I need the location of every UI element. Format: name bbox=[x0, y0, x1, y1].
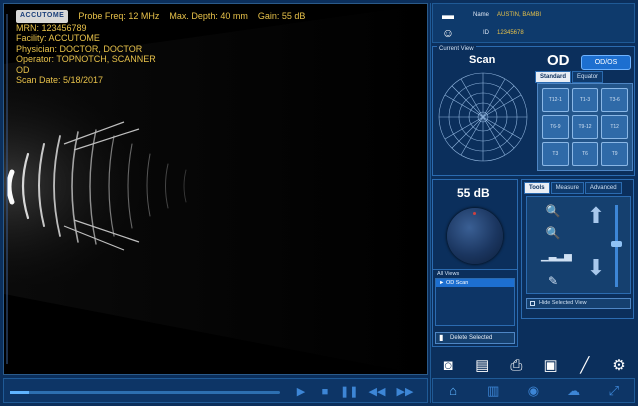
tab-tools[interactable]: Tools bbox=[524, 182, 550, 194]
folder-icon[interactable]: ▬ bbox=[442, 8, 454, 22]
eye-indicator: OD bbox=[547, 52, 570, 69]
save-icon[interactable]: ▣ bbox=[543, 357, 558, 374]
checkbox-icon bbox=[530, 301, 535, 306]
probe-frequency: Probe Freq: 12 MHz bbox=[78, 11, 160, 21]
hide-selected-view-label: Hide Selected View bbox=[539, 300, 587, 306]
tab-standard[interactable]: Standard bbox=[535, 71, 572, 83]
arrow-up-icon[interactable]: ⬆ bbox=[586, 203, 606, 228]
arrow-down-icon[interactable]: ⬇ bbox=[586, 255, 606, 280]
pause-icon[interactable]: ❚❚ bbox=[340, 386, 359, 398]
playback-progress bbox=[10, 391, 29, 394]
playback-slider[interactable] bbox=[10, 391, 280, 394]
stop-icon[interactable]: ■ bbox=[321, 386, 329, 398]
gain-knob-indicator bbox=[473, 212, 476, 215]
tool-grid: 🔍 🔍 ▁▃▂▅ ✎ ⬆ ⬇ bbox=[526, 196, 631, 294]
zoom-in-icon[interactable]: 🔍 bbox=[545, 204, 561, 218]
patient-id: 12345678 bbox=[497, 30, 524, 36]
max-depth: Max. Depth: 40 mm bbox=[169, 11, 248, 21]
panel-divider bbox=[430, 3, 431, 403]
navigation-bar: ⌂ ▥ ◉ ☁ ⤢ bbox=[432, 378, 635, 403]
list-item[interactable]: ► OD Scan bbox=[436, 279, 514, 287]
eye-position-diagram[interactable] bbox=[437, 67, 529, 167]
ultrasound-viewport[interactable]: ACCUTOME Probe Freq: 12 MHz Max. Depth: … bbox=[3, 3, 428, 375]
pen-icon[interactable]: ╱ bbox=[580, 357, 590, 374]
accutome-logo: ACCUTOME bbox=[16, 10, 69, 23]
gain-knob[interactable] bbox=[447, 208, 503, 264]
position-button-grid: T12-1 T1-3 T3-6 T6-9 T9-12 T12 T3 T6 T9 bbox=[537, 83, 633, 171]
scan-info-overlay: ACCUTOME Probe Freq: 12 MHz Max. Depth: … bbox=[16, 10, 305, 86]
cloud-icon[interactable]: ☁ bbox=[567, 382, 581, 398]
person-icon[interactable]: ☺ bbox=[441, 26, 455, 40]
gear-icon[interactable]: ⚙ bbox=[612, 357, 626, 374]
tab-equator[interactable]: Equator bbox=[572, 71, 604, 83]
delete-selected-button[interactable]: ▮ Delete Selected bbox=[435, 332, 515, 344]
facility-text: Facility: ACCUTOME bbox=[16, 33, 100, 43]
control-panel: ▬ Name AUSTIN, BAMBI ☺ ID 12345678 Curre… bbox=[432, 3, 635, 403]
chart-icon[interactable]: ▥ bbox=[487, 382, 500, 398]
delete-selected-label: Delete Selected bbox=[450, 335, 493, 341]
tools-tabs: Tools Measure Advanced bbox=[524, 182, 622, 194]
histogram-icon[interactable]: ▁▃▂▅ bbox=[541, 251, 572, 262]
tools-panel: Tools Measure Advanced 🔍 🔍 ▁▃▂▅ ✎ ⬆ ⬇ Hi… bbox=[521, 179, 634, 319]
gain-panel: 55 dB bbox=[432, 179, 518, 271]
position-button[interactable]: T3-6 bbox=[601, 88, 628, 112]
physician-text: Physician: DOCTOR, DOCTOR bbox=[16, 43, 143, 54]
views-list[interactable]: ► OD Scan bbox=[435, 278, 515, 326]
scan-label: Scan bbox=[469, 54, 496, 66]
camera-icon[interactable]: ◙ bbox=[443, 357, 453, 374]
printer-icon[interactable]: ⎙ bbox=[510, 357, 523, 374]
position-button[interactable]: T6-9 bbox=[542, 115, 569, 139]
position-button[interactable]: T6 bbox=[571, 142, 599, 166]
zoom-out-icon[interactable]: 🔍 bbox=[545, 226, 561, 240]
current-view-title: Current View bbox=[437, 46, 476, 52]
patient-name: AUSTIN, BAMBI bbox=[497, 12, 542, 18]
playback-bar: ▶ ■ ❚❚ ◀◀ ▶▶ bbox=[3, 378, 428, 403]
view-tabs: Standard Equator bbox=[535, 71, 604, 83]
settings-disc-icon[interactable]: ◉ bbox=[527, 382, 540, 398]
position-button[interactable]: T9-12 bbox=[571, 115, 599, 139]
play-icon[interactable]: ▶ bbox=[296, 386, 306, 398]
operator-text: Operator: TOPNOTCH, SCANNER bbox=[16, 54, 156, 64]
current-view-panel: Current View Scan bbox=[432, 46, 635, 176]
eye-text: OD bbox=[16, 64, 30, 75]
mrn-text: MRN: 123456789 bbox=[16, 22, 87, 33]
gain-readout: Gain: 55 dB bbox=[257, 11, 306, 21]
views-panel: All Views ► OD Scan ▮ Delete Selected bbox=[432, 269, 518, 347]
switch-eye-button[interactable]: OD/OS bbox=[581, 55, 631, 70]
position-button[interactable]: T12 bbox=[601, 115, 628, 139]
scan-date-text: Scan Date: 5/18/2017 bbox=[16, 75, 104, 85]
brush-icon[interactable]: ✎ bbox=[547, 274, 559, 288]
tab-advanced[interactable]: Advanced bbox=[584, 182, 622, 194]
views-title: All Views bbox=[437, 271, 460, 277]
position-button[interactable]: T9 bbox=[601, 142, 628, 166]
trash-icon: ▮ bbox=[439, 333, 444, 342]
vertical-slider-handle[interactable] bbox=[611, 241, 622, 247]
expand-icon[interactable]: ⤢ bbox=[608, 382, 620, 398]
position-button[interactable]: T12-1 bbox=[542, 88, 569, 112]
rewind-icon[interactable]: ◀◀ bbox=[368, 386, 386, 398]
gain-value: 55 dB bbox=[457, 186, 490, 200]
patient-info: ▬ Name AUSTIN, BAMBI ☺ ID 12345678 bbox=[432, 3, 635, 43]
action-toolbar: ◙ ▤ ⎙ ▣ ╱ ⚙ bbox=[432, 355, 635, 377]
fast-forward-icon[interactable]: ▶▶ bbox=[396, 386, 414, 398]
home-icon[interactable]: ⌂ bbox=[449, 382, 458, 398]
name-label: Name bbox=[472, 12, 489, 18]
document-icon[interactable]: ▤ bbox=[475, 357, 490, 374]
hide-selected-view-checkbox[interactable]: Hide Selected View bbox=[526, 298, 631, 309]
id-label: ID bbox=[483, 30, 489, 36]
ultrasound-image bbox=[4, 4, 427, 374]
position-button[interactable]: T1-3 bbox=[571, 88, 599, 112]
position-button[interactable]: T3 bbox=[542, 142, 569, 166]
tab-measure[interactable]: Measure bbox=[550, 182, 584, 194]
